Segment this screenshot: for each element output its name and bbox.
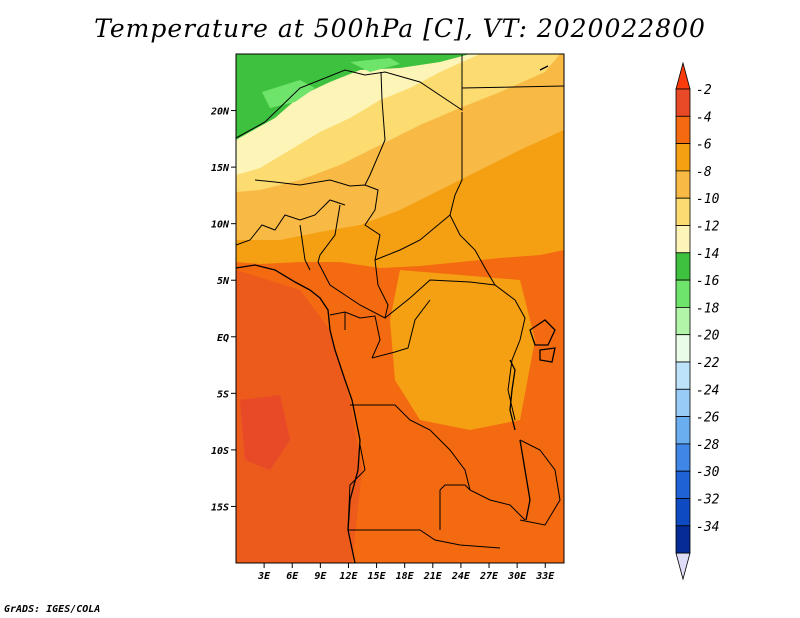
colorbar-label: -16 — [696, 274, 720, 289]
band-minus2-core — [240, 395, 290, 470]
grads-credit: GrADS: IGES/COLA — [4, 604, 101, 615]
colorbar-label: -8 — [696, 165, 712, 180]
lat-tick-label: 15N — [211, 163, 230, 174]
lat-tick-label: EQ — [217, 333, 229, 344]
lon-tick-label: 9E — [314, 571, 327, 582]
colorbar-label: -18 — [696, 301, 720, 316]
colorbar-swatch — [675, 470, 691, 499]
colorbar-swatch — [675, 252, 691, 281]
colorbar-swatch — [675, 279, 691, 308]
lon-tick-label: 15E — [368, 571, 387, 582]
colorbar-label: -6 — [696, 138, 712, 153]
colorbar-label: -4 — [696, 110, 712, 125]
coastlines — [236, 65, 556, 563]
lon-tick-label: 3E — [257, 571, 271, 582]
lat-tick-label: 5S — [217, 389, 229, 400]
colorbar-label: -30 — [696, 465, 720, 480]
lon-tick-label: 18E — [396, 571, 415, 582]
colorbar-label: -32 — [696, 493, 720, 508]
lat-tick-label: 10S — [211, 446, 229, 457]
colorbar-swatch — [675, 143, 691, 172]
band-minus16-north — [350, 58, 400, 72]
lon-axis: 3E 6E 9E 12E 15E 18E 21E 24E 27E 30E 33E — [257, 563, 555, 582]
colorbar-over-triangle — [675, 61, 691, 90]
colorbar-swatch — [675, 225, 691, 254]
lon-tick-label: 6E — [286, 571, 299, 582]
band-minus2 — [236, 270, 362, 563]
colorbar-label: -10 — [696, 192, 720, 207]
colorbar-swatch — [675, 334, 691, 363]
colorbar-swatch — [675, 170, 691, 199]
colorbar-label: -28 — [696, 438, 720, 453]
lon-tick-label: 33E — [535, 571, 555, 582]
colorbar-swatch — [675, 416, 691, 445]
lon-tick-label: 12E — [339, 571, 358, 582]
lon-tick-label: 27E — [479, 571, 499, 582]
lat-tick-label: 15S — [211, 502, 229, 513]
lon-tick-label: 21E — [423, 571, 443, 582]
colorbar-swatch — [675, 388, 691, 417]
colorbar-label: -20 — [696, 329, 720, 344]
colorbar-under-triangle — [675, 552, 691, 581]
map-frame — [235, 53, 565, 564]
colorbar-label: -12 — [696, 220, 720, 235]
colorbar: -2 -4 -6 -8 -10 -12 -14 -16 -18 -20 -22 -24 -26 -28 -3… — [675, 61, 720, 581]
colorbar-swatch — [675, 115, 691, 145]
colorbar-swatch — [675, 443, 691, 472]
country-borders — [236, 55, 564, 549]
colorbar-swatch — [675, 306, 691, 336]
colorbar-swatch — [675, 361, 691, 390]
colorbar-swatch — [675, 197, 691, 226]
band-minus14 — [236, 54, 470, 140]
lat-tick-label: 10N — [211, 220, 230, 231]
lon-tick-label: 24E — [451, 571, 471, 582]
colorbar-label: -22 — [696, 356, 720, 371]
colorbar-swatch — [675, 88, 691, 117]
colorbar-label: -34 — [696, 520, 719, 535]
band-minus6-basin — [390, 270, 535, 430]
lat-axis: 20N 15N 10N 5N EQ 5S 10S 15S — [210, 107, 236, 513]
lat-tick-label: 20N — [210, 107, 230, 118]
colorbar-swatch — [675, 525, 691, 554]
colorbar-label: -24 — [696, 383, 719, 398]
colorbar-label: -26 — [696, 411, 720, 426]
colorbar-label: -2 — [696, 83, 712, 98]
temperature-field — [236, 54, 564, 563]
lat-tick-label: 5N — [217, 276, 230, 287]
lon-tick-label: 30E — [507, 571, 527, 582]
colorbar-label: -14 — [696, 247, 719, 262]
colorbar-swatch — [675, 498, 691, 527]
map-title: Temperature at 500hPa [C], VT: 202002280… — [94, 14, 706, 43]
